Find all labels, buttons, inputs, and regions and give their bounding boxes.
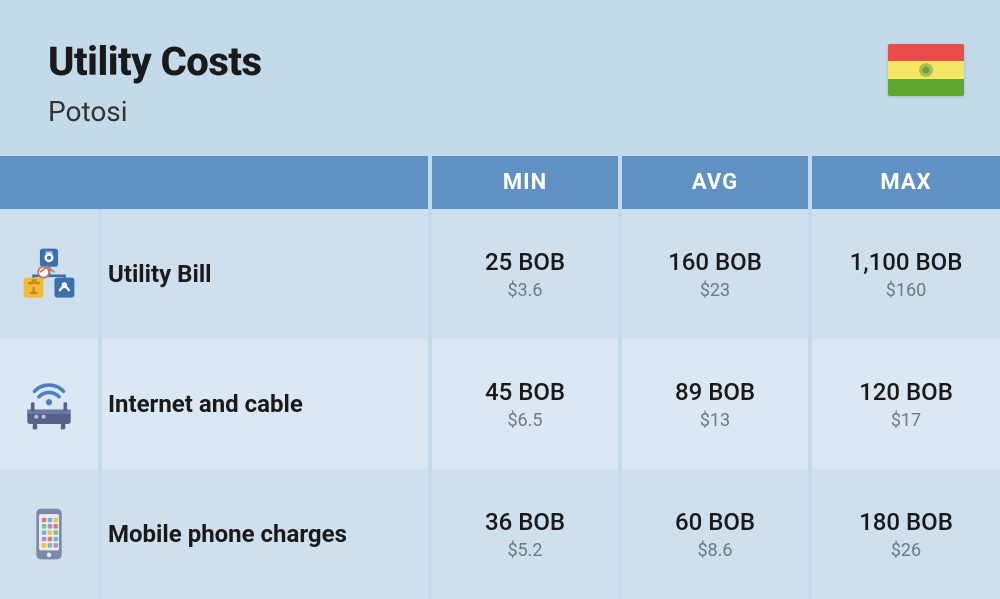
row-icon-cell (0, 339, 100, 469)
value-primary: 36 BOB (432, 508, 618, 536)
value-secondary: $160 (812, 280, 1000, 301)
value-secondary: $3.6 (432, 280, 618, 301)
table-row: Mobile phone charges 36 BOB $5.2 60 BOB … (0, 469, 1000, 599)
value-primary: 60 BOB (622, 508, 808, 536)
cell-min: 45 BOB $6.5 (430, 339, 620, 469)
country-flag (888, 44, 964, 96)
row-label: Utility Bill (100, 209, 430, 339)
phone-icon (20, 505, 78, 563)
value-secondary: $23 (622, 280, 808, 301)
cell-max: 180 BOB $26 (810, 469, 1000, 599)
value-primary: 1,100 BOB (812, 248, 1000, 276)
page-title: Utility Costs (48, 38, 952, 85)
value-primary: 45 BOB (432, 378, 618, 406)
row-icon-cell (0, 469, 100, 599)
row-icon-cell (0, 209, 100, 339)
col-header-avg: AVG (620, 156, 810, 209)
router-icon (20, 375, 78, 433)
cell-avg: 160 BOB $23 (620, 209, 810, 339)
value-secondary: $26 (812, 540, 1000, 561)
utility-icon (20, 245, 78, 303)
value-primary: 180 BOB (812, 508, 1000, 536)
page-subtitle: Potosi (48, 95, 952, 128)
cell-min: 25 BOB $3.6 (430, 209, 620, 339)
cell-max: 1,100 BOB $160 (810, 209, 1000, 339)
value-secondary: $8.6 (622, 540, 808, 561)
row-label: Internet and cable (100, 339, 430, 469)
table-header-blank (0, 156, 430, 209)
value-primary: 120 BOB (812, 378, 1000, 406)
costs-table: MIN AVG MAX (0, 156, 1000, 599)
value-secondary: $5.2 (432, 540, 618, 561)
col-header-max: MAX (810, 156, 1000, 209)
value-secondary: $13 (622, 410, 808, 431)
flag-stripe-yellow (888, 61, 964, 78)
value-primary: 25 BOB (432, 248, 618, 276)
flag-emblem (919, 63, 933, 77)
cell-avg: 60 BOB $8.6 (620, 469, 810, 599)
value-primary: 89 BOB (622, 378, 808, 406)
cell-max: 120 BOB $17 (810, 339, 1000, 469)
cell-min: 36 BOB $5.2 (430, 469, 620, 599)
col-header-min: MIN (430, 156, 620, 209)
row-label: Mobile phone charges (100, 469, 430, 599)
header: Utility Costs Potosi (0, 0, 1000, 156)
cell-avg: 89 BOB $13 (620, 339, 810, 469)
value-secondary: $6.5 (432, 410, 618, 431)
flag-stripe-red (888, 44, 964, 61)
value-primary: 160 BOB (622, 248, 808, 276)
flag-stripe-green (888, 79, 964, 96)
table-header-row: MIN AVG MAX (0, 156, 1000, 209)
table-row: Internet and cable 45 BOB $6.5 89 BOB $1… (0, 339, 1000, 469)
value-secondary: $17 (812, 410, 1000, 431)
table-row: Utility Bill 25 BOB $3.6 160 BOB $23 1,1… (0, 209, 1000, 339)
